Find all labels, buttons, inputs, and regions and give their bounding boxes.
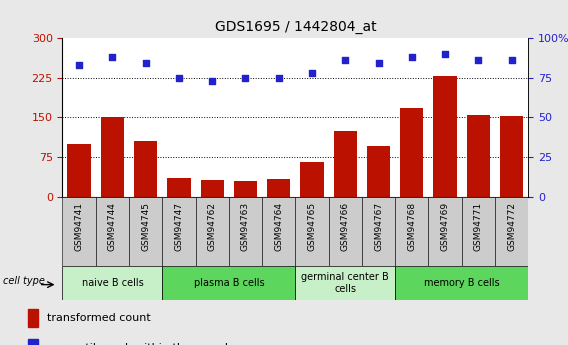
- Bar: [162, 266, 295, 300]
- Text: naive B cells: naive B cells: [81, 278, 143, 288]
- Bar: [229, 197, 262, 266]
- Point: [274, 75, 283, 80]
- Bar: [262, 197, 295, 266]
- Bar: [367, 146, 390, 197]
- Bar: [62, 197, 96, 266]
- Text: GSM94768: GSM94768: [407, 202, 416, 251]
- Text: GSM94741: GSM94741: [74, 202, 83, 251]
- Bar: [96, 197, 129, 266]
- Text: GSM94766: GSM94766: [341, 202, 350, 251]
- Bar: [333, 130, 357, 197]
- Text: cell type: cell type: [3, 276, 45, 286]
- Point: [507, 57, 516, 63]
- Bar: [495, 197, 528, 266]
- Bar: [462, 197, 495, 266]
- Text: GSM94764: GSM94764: [274, 202, 283, 251]
- Bar: [162, 197, 195, 266]
- Bar: [300, 162, 324, 197]
- Bar: [267, 179, 290, 197]
- Bar: [400, 108, 423, 197]
- Text: GSM94763: GSM94763: [241, 202, 250, 251]
- Bar: [134, 141, 157, 197]
- Text: GSM94745: GSM94745: [141, 202, 150, 251]
- Point: [74, 62, 83, 68]
- Bar: [362, 197, 395, 266]
- Bar: [101, 117, 124, 197]
- Point: [374, 61, 383, 66]
- Bar: [467, 115, 490, 197]
- Bar: [433, 76, 457, 197]
- Bar: [28, 309, 37, 327]
- Text: memory B cells: memory B cells: [424, 278, 499, 288]
- Bar: [168, 178, 191, 197]
- Bar: [428, 197, 462, 266]
- Bar: [201, 180, 224, 197]
- Text: GSM94744: GSM94744: [108, 202, 117, 251]
- Text: GSM94772: GSM94772: [507, 202, 516, 251]
- Text: plasma B cells: plasma B cells: [194, 278, 264, 288]
- Text: GSM94769: GSM94769: [441, 202, 449, 251]
- Bar: [62, 266, 162, 300]
- Text: transformed count: transformed count: [47, 313, 151, 323]
- Bar: [68, 144, 91, 197]
- Text: GSM94767: GSM94767: [374, 202, 383, 251]
- Point: [341, 57, 350, 63]
- Point: [441, 51, 450, 57]
- Text: percentile rank within the sample: percentile rank within the sample: [47, 343, 235, 345]
- Bar: [395, 266, 528, 300]
- Bar: [129, 197, 162, 266]
- Bar: [234, 181, 257, 197]
- Point: [474, 57, 483, 63]
- Text: GSM94747: GSM94747: [174, 202, 183, 251]
- Point: [141, 61, 150, 66]
- Bar: [295, 197, 329, 266]
- Title: GDS1695 / 1442804_at: GDS1695 / 1442804_at: [215, 20, 376, 34]
- Point: [307, 70, 316, 76]
- Text: GSM94762: GSM94762: [208, 202, 216, 251]
- Bar: [195, 197, 229, 266]
- Point: [241, 75, 250, 80]
- Text: germinal center B
cells: germinal center B cells: [302, 272, 389, 294]
- Text: GSM94765: GSM94765: [307, 202, 316, 251]
- Bar: [395, 197, 428, 266]
- Point: [208, 78, 217, 83]
- Point: [108, 54, 117, 60]
- Bar: [329, 197, 362, 266]
- Bar: [295, 266, 395, 300]
- Bar: [28, 339, 37, 345]
- Point: [174, 75, 183, 80]
- Text: GSM94771: GSM94771: [474, 202, 483, 251]
- Point: [407, 54, 416, 60]
- Bar: [500, 116, 523, 197]
